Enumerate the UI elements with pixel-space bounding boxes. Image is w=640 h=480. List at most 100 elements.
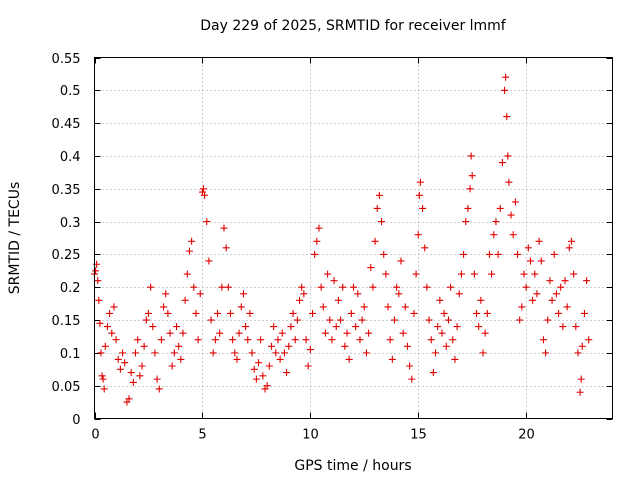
data-point [583,277,591,285]
data-point [371,237,379,245]
data-point [509,231,517,239]
data-point [157,336,165,344]
data-point [462,218,470,226]
y-tick-label: 0.5 [60,84,81,99]
data-point [460,250,468,258]
data-point [384,303,392,311]
data-point [116,365,124,373]
data-point [483,309,491,317]
data-point [203,218,211,226]
data-point [142,316,150,324]
axis-ticks [94,57,613,420]
data-point [106,309,114,317]
data-point [414,231,422,239]
data-point [544,316,552,324]
data-point [488,270,496,278]
data-point [436,296,444,304]
data-point [341,342,349,350]
data-point [539,336,547,344]
data-point [330,277,338,285]
data-point [520,270,528,278]
y-tick-label: 0.3 [60,216,81,231]
y-axis-label: SRMTID / TECUs [7,182,23,295]
data-point [339,283,347,291]
data-point [220,224,228,232]
data-point [468,172,476,180]
data-point [496,204,504,212]
data-point [250,365,258,373]
data-point [226,309,234,317]
data-point [533,290,541,298]
data-point [287,323,295,331]
data-point [502,73,510,81]
data-point [229,336,237,344]
data-point [209,349,217,357]
data-point [138,362,146,370]
data-point [473,309,481,317]
data-point [365,329,373,337]
data-point [574,349,582,357]
data-point [358,316,366,324]
data-point [319,303,327,311]
data-point [207,316,215,324]
data-point [166,329,174,337]
data-point [559,323,567,331]
data-point [406,362,414,370]
data-point [98,372,106,380]
data-point [479,349,487,357]
data-point [298,283,306,291]
data-point [224,283,232,291]
y-tick-label: 0.4 [60,150,81,165]
data-point [518,303,526,311]
data-point [263,382,271,390]
data-point [315,224,323,232]
data-point [270,323,278,331]
data-point [296,296,304,304]
data-point [570,270,578,278]
data-point [438,329,446,337]
data-point [490,231,498,239]
data-point [352,323,360,331]
data-point [552,290,560,298]
data-point [412,270,420,278]
data-point [95,296,103,304]
data-point [239,290,247,298]
data-point [237,303,245,311]
data-point [526,257,534,265]
data-point [110,303,118,311]
data-point [173,323,181,331]
data-point [278,329,286,337]
data-point [457,270,465,278]
data-point [188,237,196,245]
data-point [214,309,222,317]
data-point [201,191,209,199]
data-point [367,264,375,272]
data-point [503,113,511,121]
data-point [103,323,111,331]
data-point [321,329,329,337]
y-tick-label: 0.45 [52,117,81,132]
data-point [485,250,493,258]
data-point [92,267,100,275]
data-point [578,342,586,350]
y-tick-label: 0.55 [52,52,81,67]
data-point [94,277,102,285]
data-point [136,372,144,380]
data-point [233,355,241,363]
data-point [423,283,431,291]
data-point [432,349,440,357]
data-point [524,244,532,252]
data-point [467,152,475,160]
data-point [101,342,109,350]
data-point [347,309,355,317]
data-point [181,296,189,304]
data-point [324,270,332,278]
data-point [514,250,522,258]
data-point [516,316,524,324]
data-point [132,349,140,357]
data-point [447,283,455,291]
data-point [567,237,575,245]
data-point [328,336,336,344]
data-point [151,349,159,357]
